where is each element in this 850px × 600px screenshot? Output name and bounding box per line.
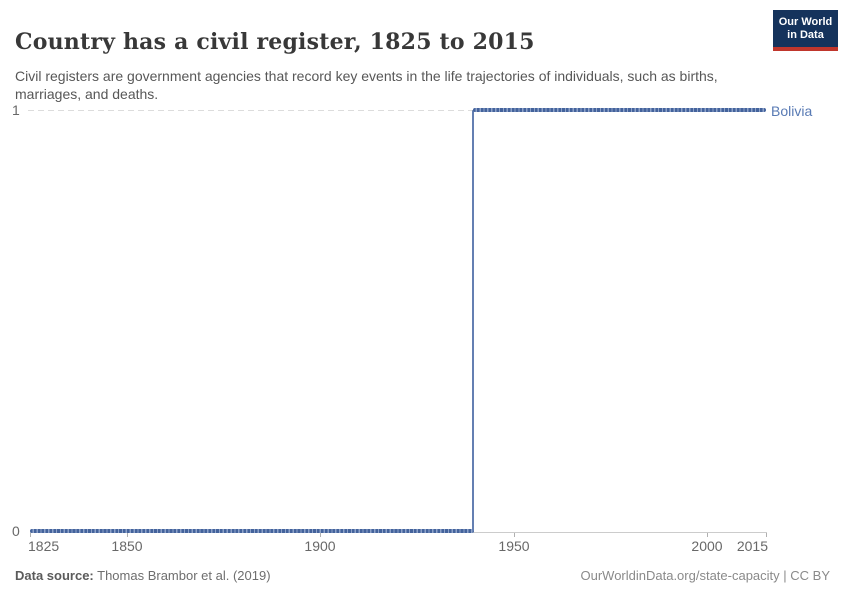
owid-logo-line2: in Data (787, 29, 824, 41)
y-axis-label-1: 1 (12, 102, 20, 118)
x-tick-1850 (127, 533, 128, 537)
series-entity-label[interactable]: Bolivia (771, 103, 813, 119)
gridline-y1 (28, 110, 767, 111)
owid-logo[interactable]: Our World in Data (773, 10, 838, 51)
data-source-label: Data source: (15, 568, 94, 583)
x-axis-label-2000: 2000 (691, 538, 723, 554)
data-source-note: Data source: Thomas Brambor et al. (2019… (15, 568, 271, 583)
series-line-step-transition (472, 110, 474, 531)
x-axis-label-1950: 1950 (498, 538, 530, 554)
chart-subtitle: Civil registers are government agencies … (15, 68, 718, 102)
x-axis-label-1825: 1825 (28, 538, 60, 554)
series-line-value0-segment (30, 529, 474, 533)
x-axis-label-1900: 1900 (304, 538, 336, 554)
owid-logo-line1: Our World (778, 16, 833, 28)
x-tick-2015 (766, 533, 767, 537)
data-source-value: Thomas Brambor et al. (2019) (93, 568, 271, 583)
x-tick-1900 (320, 533, 321, 537)
x-tick-1950 (514, 533, 515, 537)
y-axis-label-0: 0 (12, 523, 20, 539)
x-tick-1825 (30, 533, 31, 537)
series-line-value1-segment (473, 108, 766, 112)
chart-title: Country has a civil register, 1825 to 20… (15, 28, 535, 55)
credit-link[interactable]: OurWorldinData.org/state-capacity | CC B… (580, 568, 830, 583)
x-tick-2000 (707, 533, 708, 537)
x-axis-label-1850: 1850 (111, 538, 143, 554)
x-axis-label-2015: 2015 (736, 538, 768, 554)
